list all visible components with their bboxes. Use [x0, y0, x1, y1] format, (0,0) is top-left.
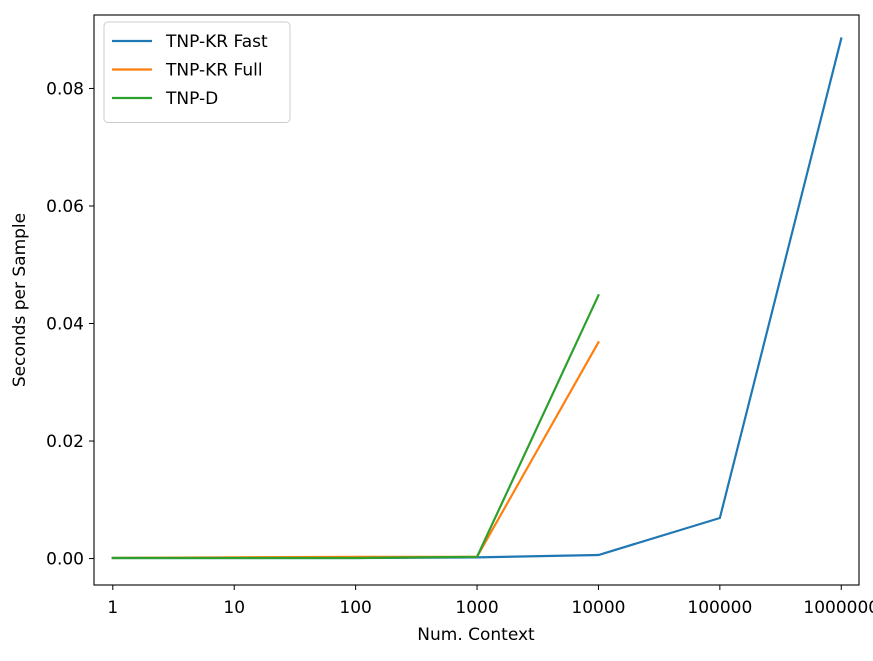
- x-tick-label: 10000: [571, 598, 625, 618]
- x-tick-label: 1: [107, 598, 118, 618]
- x-axis-label: Num. Context: [417, 625, 535, 645]
- x-tick-label: 10: [223, 598, 245, 618]
- x-tick-label: 100000: [687, 598, 752, 618]
- axes-frame: [93, 14, 860, 586]
- y-tick-label: 0.08: [46, 79, 84, 99]
- y-tick-label: 0.04: [46, 315, 84, 335]
- x-tick-label: 1000: [455, 598, 498, 618]
- y-tick-label: 0.02: [46, 432, 84, 452]
- legend-label: TNP-KR Full: [165, 61, 263, 81]
- y-tick-label: 0.00: [46, 550, 84, 570]
- legend-label: TNP-KR Fast: [165, 32, 268, 52]
- x-tick-label: 1000000: [803, 598, 873, 618]
- y-tick-label: 0.06: [46, 197, 84, 217]
- y-axis-label: Seconds per Sample: [10, 213, 30, 387]
- plot-area: [111, 37, 843, 560]
- axes: 1 10 100 1000 10000 100000 1000000 0.00 0.02 0.04…: [46, 14, 873, 618]
- legend: TNP-KR Fast TNP-KR Full TNP-D: [103, 21, 291, 123]
- x-tick-label: 100: [339, 598, 371, 618]
- legend-label: TNP-D: [165, 89, 218, 109]
- series-line-2: [111, 293, 600, 560]
